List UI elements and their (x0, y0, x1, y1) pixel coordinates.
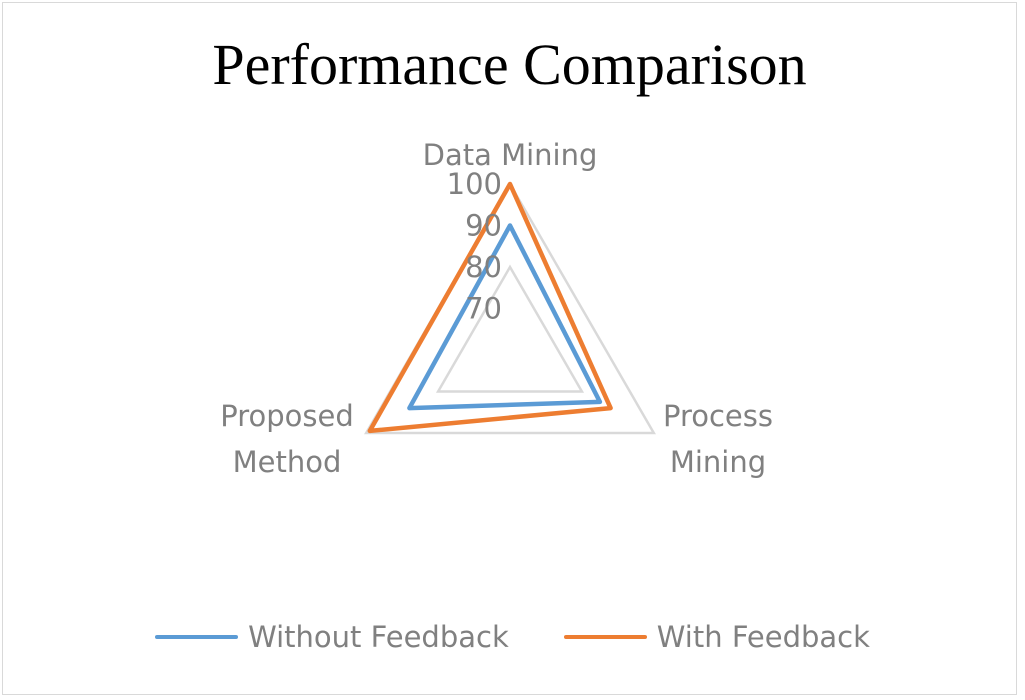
series-without-feedback (407, 223, 603, 411)
series-with-feedback (367, 181, 613, 434)
legend-swatch (155, 635, 239, 639)
tick-label-100: 100 (447, 167, 502, 201)
legend-item-with-feedback: With Feedback (563, 620, 870, 654)
radar-series (367, 181, 613, 434)
tick-label-70: 70 (465, 292, 502, 326)
legend-label: With Feedback (656, 620, 870, 654)
gridline-100 (364, 181, 656, 435)
tick-label-80: 80 (465, 250, 502, 284)
gridline-80 (435, 264, 585, 393)
legend: Without Feedback With Feedback (0, 612, 1025, 662)
radar-grid (364, 181, 656, 435)
category-label-1: Process Mining (663, 399, 773, 479)
category-label-0: Data Mining (423, 138, 598, 172)
legend-swatch (563, 635, 647, 639)
chart-title: Performance Comparison (212, 32, 807, 97)
tick-label-90: 90 (465, 209, 502, 243)
legend-item-without-feedback: Without Feedback (155, 620, 509, 654)
category-label-2: Proposed Method (220, 399, 354, 479)
legend-label: Without Feedback (248, 620, 509, 654)
